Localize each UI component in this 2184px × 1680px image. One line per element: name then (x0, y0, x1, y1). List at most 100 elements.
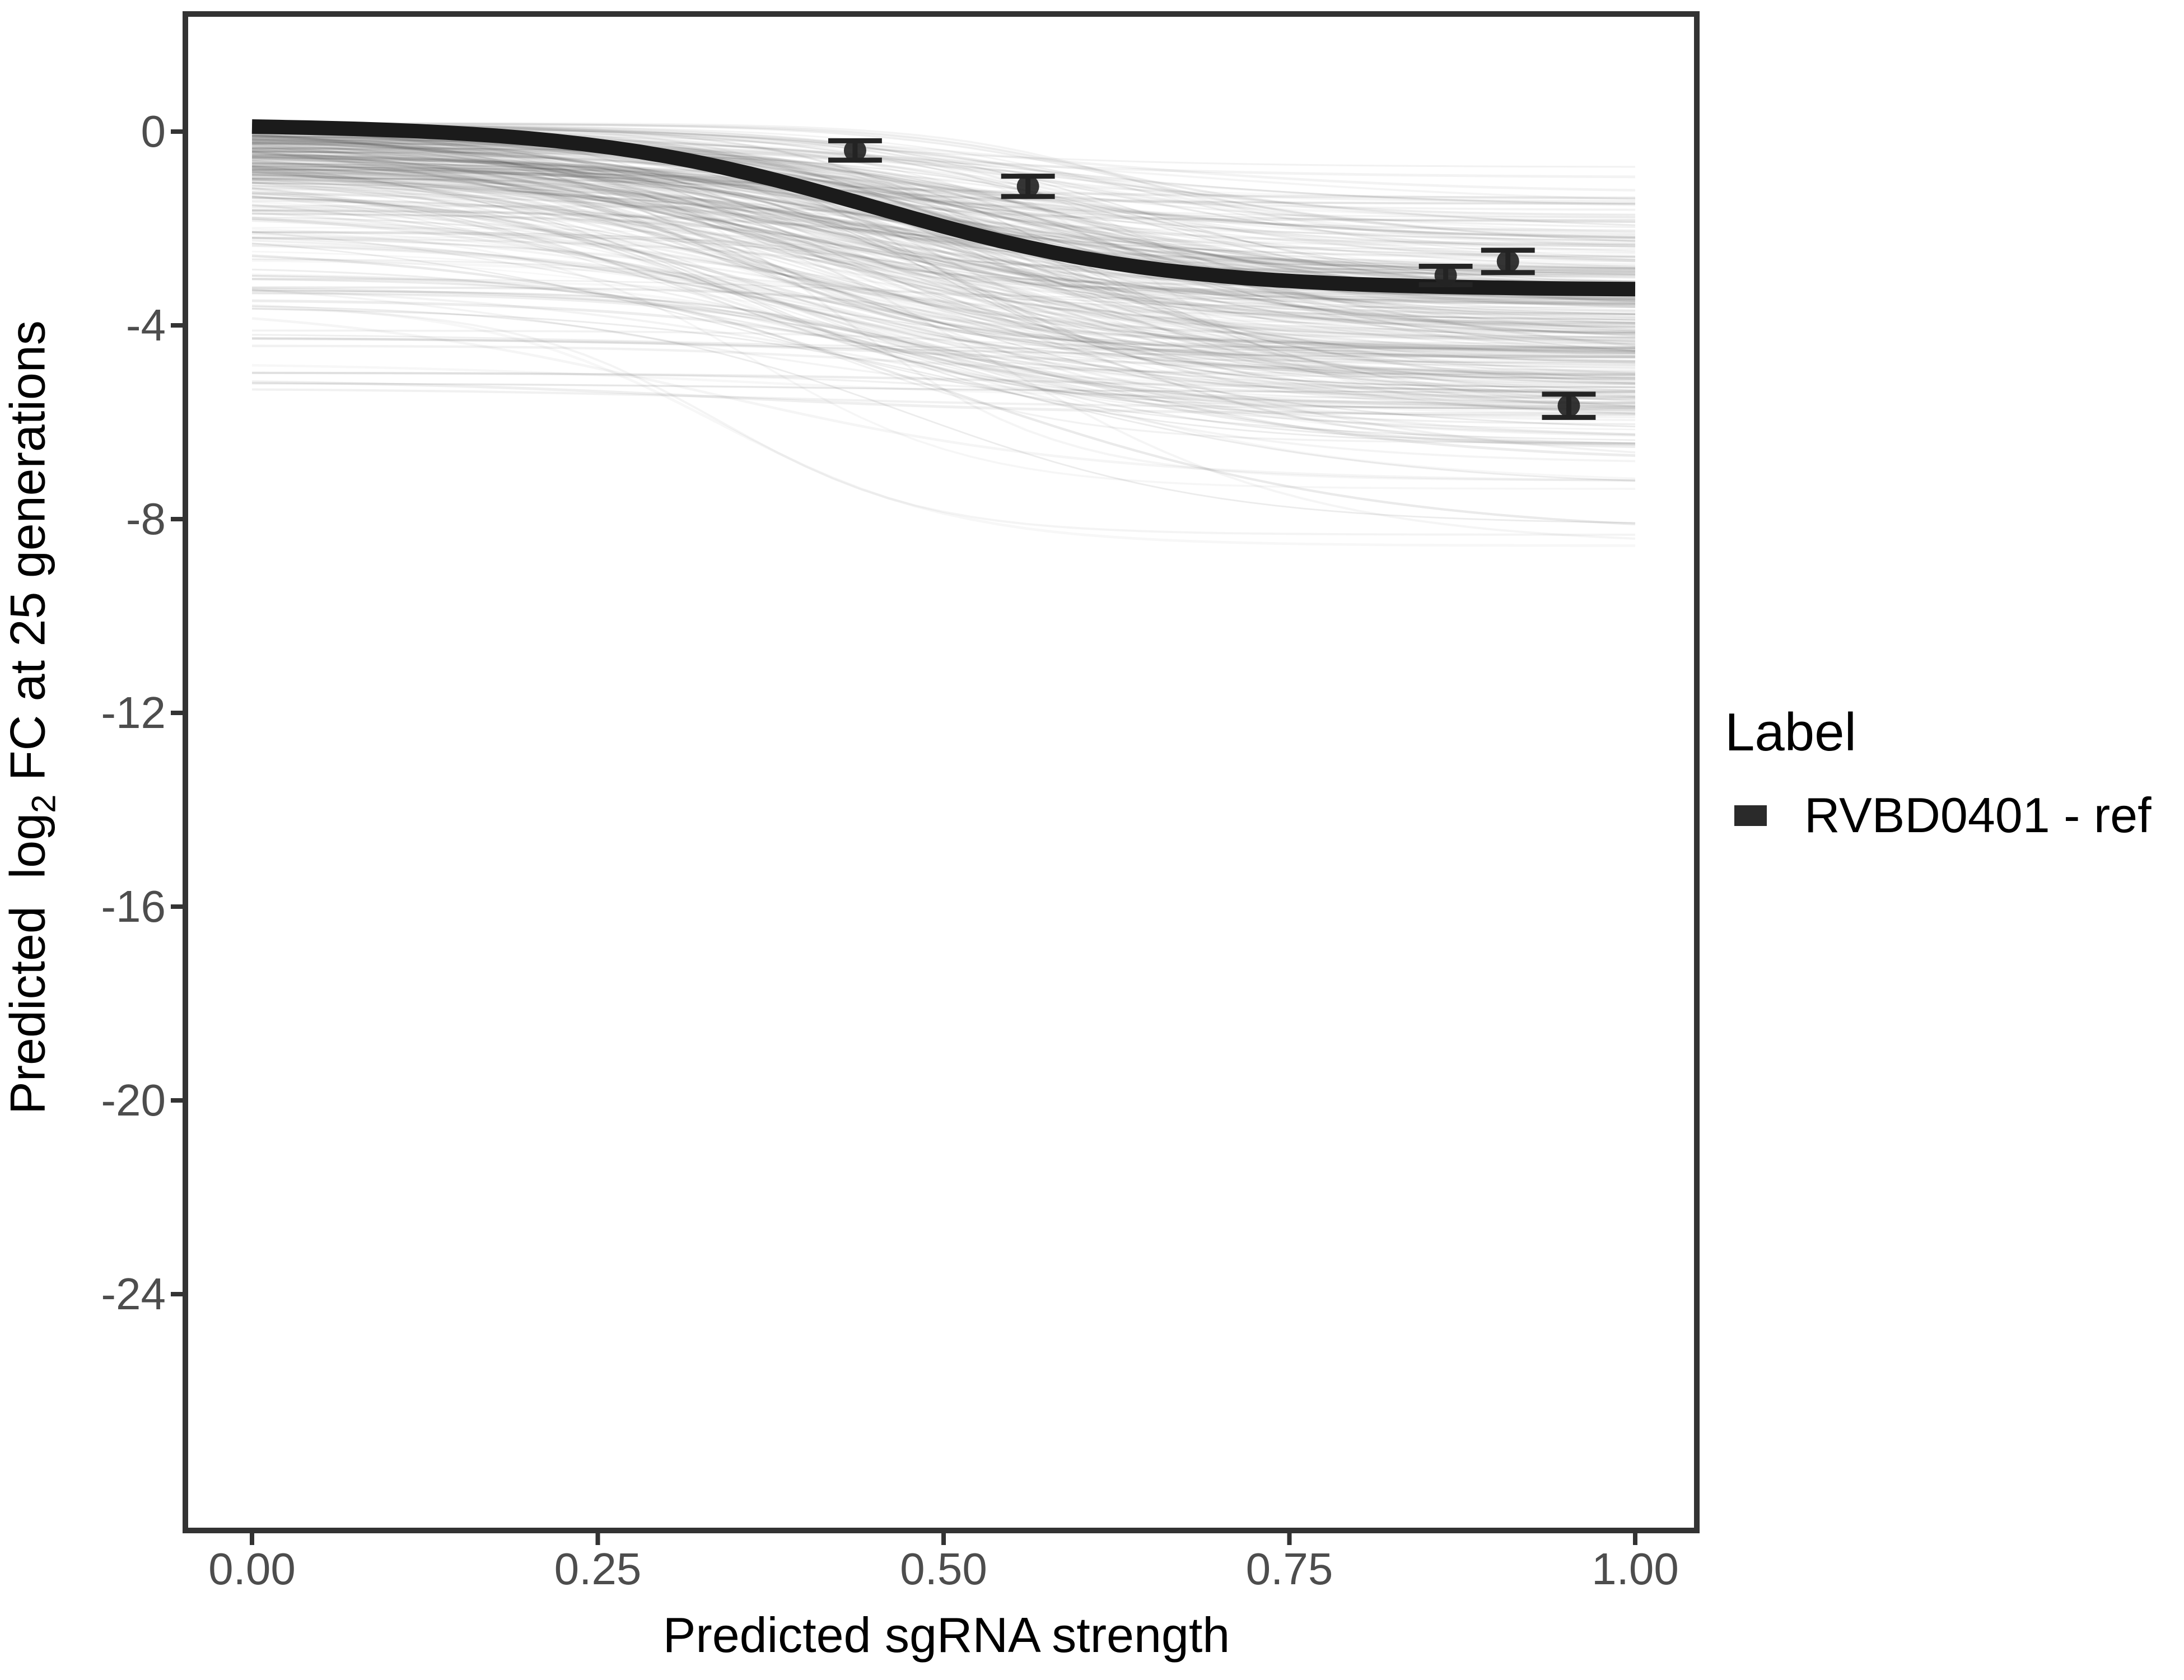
y-tick-label: 0 (141, 106, 166, 156)
ensemble-curve (251, 388, 1635, 409)
ensemble-curve (251, 124, 1636, 258)
ensemble-curve (251, 147, 1636, 335)
ensemble-curve (251, 150, 1635, 267)
ensemble-curve (251, 144, 1636, 333)
reference-curve (251, 119, 1636, 297)
y-axis-title-post: FC at 25 generations (0, 320, 55, 795)
ensemble-curve (251, 290, 1636, 405)
ensemble-curve (251, 176, 1636, 240)
ensemble-curve (251, 178, 1636, 327)
ensemble-curve (251, 140, 1636, 362)
ensemble-curve (251, 157, 1636, 300)
ensemble-curve (251, 231, 1636, 400)
ensemble-curve (251, 178, 1636, 375)
ensemble-curve (251, 160, 1636, 391)
x-axis-title-text: Predicted sgRNA strength (662, 1607, 1230, 1663)
ensemble-curve (251, 181, 1636, 332)
ensemble-curve (251, 337, 1636, 358)
ensemble-curve (252, 122, 1636, 238)
ensemble-curve (251, 178, 1636, 349)
ensemble-curve (251, 197, 1636, 414)
ensemble-curve (251, 151, 1636, 369)
ensemble-curve (251, 138, 1636, 375)
ensemble-curve (251, 273, 1636, 416)
ensemble-curve (251, 148, 1636, 376)
ensemble-curve (251, 209, 1636, 410)
ensemble-curve (251, 156, 1636, 272)
ensemble-curve (251, 228, 1636, 479)
ensemble-curve (251, 133, 1636, 315)
ensemble-curve (251, 231, 1636, 490)
ensemble-curve (251, 182, 1636, 403)
ensemble-curve (251, 165, 1636, 321)
ensemble-curve (251, 162, 1635, 270)
ensemble-curve (251, 242, 1636, 436)
ensemble-curve (251, 170, 1636, 292)
ensemble-curve (251, 151, 1636, 366)
ensemble-curve (251, 193, 1636, 418)
ensemble-curve (251, 159, 1636, 241)
ensemble-curve (251, 170, 1636, 353)
ensemble-curve (251, 172, 1636, 350)
ensemble-curve (251, 192, 1636, 338)
ensemble-curve (251, 254, 1636, 526)
ensemble-curve (251, 268, 1636, 379)
error-bar-points (828, 138, 1596, 420)
ensemble-curve (251, 195, 1636, 366)
ensemble-curve (251, 165, 1636, 334)
ensemble-curve (251, 278, 1636, 445)
ensemble-curve (251, 237, 1636, 397)
ensemble-curve (251, 167, 1636, 340)
ensemble-curve (251, 142, 1636, 346)
data-point-dot (1434, 264, 1457, 287)
ensemble-curve (251, 141, 1636, 232)
ensemble-curve (251, 161, 1635, 357)
ensemble-curve (251, 236, 1636, 454)
ensemble-curve (251, 231, 1636, 400)
ensemble-curve (251, 289, 1636, 436)
ensemble-curve (251, 153, 1636, 379)
x-tick-label: 0.25 (554, 1544, 642, 1594)
ensemble-curve (251, 140, 1635, 305)
ensemble-curve (251, 155, 1636, 245)
ensemble-curve (251, 278, 1636, 416)
ensemble-curve (251, 288, 1636, 409)
error-bar-point (1542, 391, 1596, 420)
ensemble-curve (251, 245, 1636, 393)
ensemble-curve (251, 181, 1636, 399)
ensemble-curve (251, 142, 1636, 200)
y-tick-label: -16 (101, 881, 166, 931)
ensemble-curve (251, 137, 1636, 218)
ensemble-curve (252, 286, 1636, 445)
ensemble-curve (251, 231, 1636, 385)
ensemble-curve (251, 364, 1635, 400)
ensemble-curve (251, 185, 1636, 337)
ensemble-curve (251, 134, 1636, 306)
ensemble-curve (251, 134, 1636, 239)
ensemble-curve (251, 213, 1636, 381)
ensemble-curve (251, 149, 1635, 204)
ensemble-curve (251, 274, 1636, 444)
ensemble-curve (251, 217, 1636, 349)
ensemble-curve (252, 147, 1636, 286)
y-axis-title-subscript: 2 (25, 794, 63, 813)
ensemble-curve (251, 138, 1636, 270)
ensemble-curve (251, 178, 1636, 303)
ensemble-curve (251, 150, 1636, 290)
ensemble-curve (251, 242, 1636, 441)
x-tick-label: 1.00 (1592, 1544, 1679, 1594)
ensemble-curve-deep (251, 155, 1636, 540)
ensemble-curve (251, 371, 1636, 393)
ensemble-curve (251, 174, 1636, 324)
ensemble-curve (252, 329, 1636, 377)
ensemble-curve (252, 167, 1636, 312)
ensemble-curve (251, 150, 1636, 325)
legend-key-swatch (1734, 805, 1767, 826)
ensemble-curve (251, 259, 1636, 339)
ensemble-curve (251, 138, 1636, 179)
ensemble-curve (251, 199, 1635, 345)
data-point-dot (843, 139, 866, 162)
ensemble-curve (251, 211, 1636, 372)
ensemble-curve (251, 167, 1636, 381)
